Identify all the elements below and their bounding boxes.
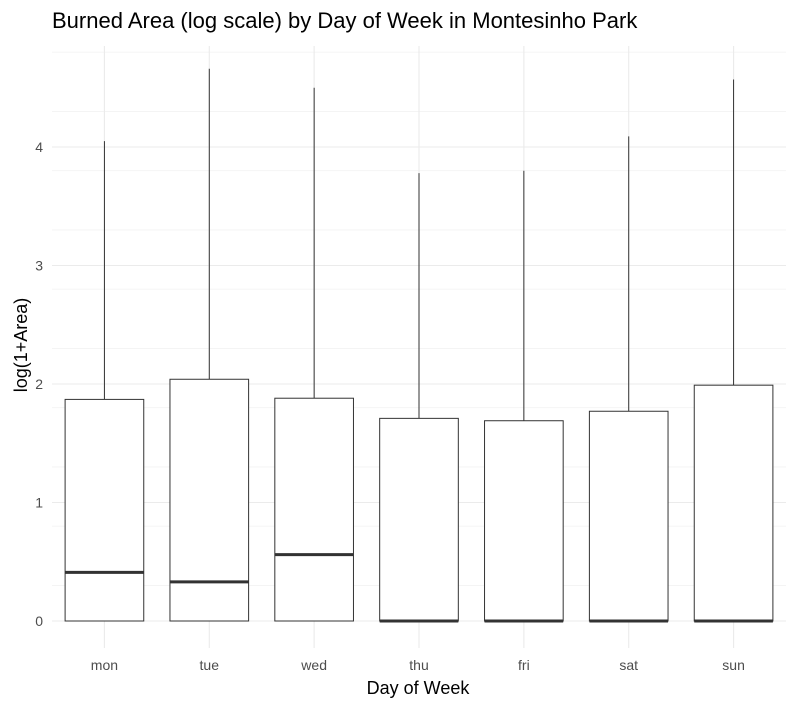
boxplot-sun [693,79,774,623]
box [169,378,250,622]
x-tick-label: mon [91,657,118,673]
x-axis-title: Day of Week [367,678,471,698]
x-tick-label: fri [518,657,530,673]
x-tick-label: tue [200,657,220,673]
y-tick-label: 1 [35,495,43,511]
y-axis-title: log(1+Area) [11,298,31,393]
boxplot-thu [379,173,459,623]
boxplot-fri [484,170,564,623]
y-tick-label: 0 [35,613,43,629]
boxplot-tue [169,68,250,622]
chart-title: Burned Area (log scale) by Day of Week i… [52,8,638,33]
box [484,420,564,622]
y-tick-label: 4 [35,139,43,155]
y-tick-label: 2 [35,376,43,392]
box [274,397,354,622]
x-tick-label: sun [722,657,745,673]
box [693,384,774,622]
x-tick-labels: mon tue wed thu fri sat sun [91,657,745,673]
x-tick-label: sat [619,657,638,673]
boxplot-mon [64,141,145,622]
box [64,398,145,622]
y-tick-labels: 0 1 2 3 4 [35,139,43,629]
boxplots [64,68,774,623]
x-tick-label: wed [300,657,327,673]
boxplot-wed [274,87,354,622]
y-tick-label: 3 [35,258,43,274]
boxplot-sat [588,136,669,623]
x-tick-label: thu [409,657,428,673]
box [588,410,669,622]
box [379,417,459,622]
